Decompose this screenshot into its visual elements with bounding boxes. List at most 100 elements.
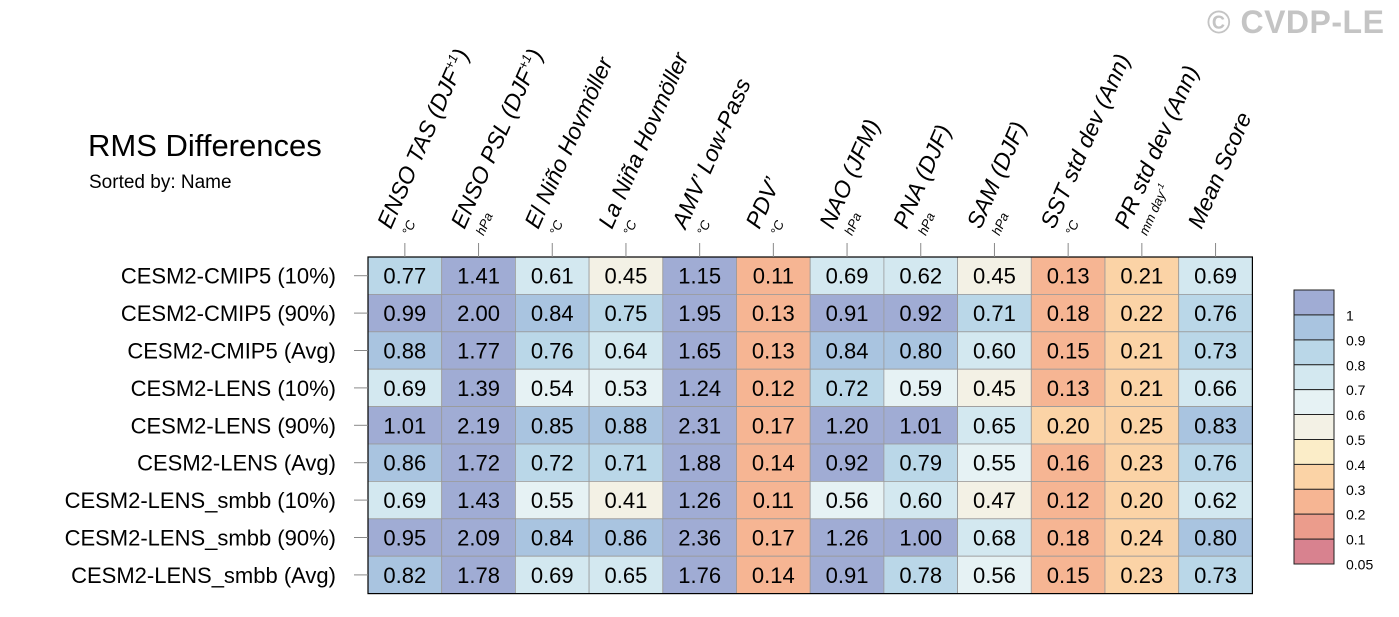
row-label: CESM2-LENS_smbb (90%) [65,526,336,551]
cell-value: 1.95 [678,301,721,326]
heatmap-cell [1030,443,1106,482]
cell-value: 0.45 [973,376,1016,401]
cell-value: 1.39 [457,376,500,401]
cell-value: 0.55 [531,488,574,513]
heatmap-cell [367,293,443,333]
cell-value: 0.99 [383,301,426,326]
cell-value: 0.73 [1194,339,1237,364]
column-unit-label: °C [1062,218,1082,238]
heatmap-cell [1030,331,1106,370]
cell-value: 0.71 [605,451,648,476]
heatmap-cell [809,293,885,333]
heatmap-cell [957,443,1032,482]
cell-value: 0.88 [383,339,426,364]
heatmap-cell [957,518,1032,557]
colorbar-label: 0.5 [1346,432,1366,448]
heatmap-cell [1178,518,1253,557]
colorbar-bin [1293,389,1335,415]
cell-value: 0.72 [826,376,869,401]
row-label: CESM2-CMIP5 (90%) [121,301,336,326]
cell-value: 1.65 [678,339,721,364]
cell-value: 0.66 [1194,376,1237,401]
cell-value: 0.60 [899,488,942,513]
cell-value: 0.21 [1120,376,1163,401]
heatmap-cell [883,555,959,595]
heatmap-cell [662,293,737,333]
cell-value: 0.41 [605,488,648,513]
cell-value: 1.88 [678,451,721,476]
heatmap-cell [736,518,811,557]
cell-value: 0.25 [1120,413,1163,438]
cell-value: 0.73 [1194,563,1237,588]
cell-value: 0.88 [605,413,648,438]
cell-value: 1.24 [678,376,721,401]
cell-value: 0.14 [752,563,795,588]
cell-value: 1.78 [457,563,500,588]
heatmap-cell [588,480,664,520]
cell-value: 0.12 [1047,488,1090,513]
heatmap-cell [588,331,664,370]
heatmap-cell [1030,480,1106,520]
cell-value: 1.41 [457,264,500,289]
chart-subtitle: Sorted by: Name [89,172,232,193]
cell-value: 0.11 [753,488,794,513]
cell-value: 2.00 [457,301,500,326]
cell-value: 0.15 [1047,339,1090,364]
cell-value: 0.80 [899,339,942,364]
cell-value: 0.72 [531,451,574,476]
cell-value: 0.80 [1194,526,1237,551]
cell-value: 0.84 [531,526,574,551]
cell-value: 0.77 [383,264,426,289]
colorbar-bin [1293,339,1335,366]
colorbar-label: 0.7 [1346,382,1366,398]
cell-value: 0.56 [973,563,1016,588]
column-unit-label: °C [694,218,714,238]
heatmap-cell [588,518,664,557]
cell-value: 0.20 [1047,413,1090,438]
cell-value: 0.12 [752,376,795,401]
heatmap-cell [1030,518,1106,557]
cell-value: 0.85 [531,413,574,438]
colorbar-bin [1293,364,1335,390]
heatmap-cell [736,293,811,333]
cell-value: 0.45 [605,264,648,289]
row-label: CESM2-LENS_smbb (Avg) [71,563,336,588]
colorbar-label: 0.8 [1346,357,1366,373]
heatmap-cell [588,406,664,445]
cell-value: 1.76 [678,563,721,588]
heatmap-cell [883,256,959,295]
watermark: © CVDP-LE [1207,4,1385,40]
heatmap-cell [1104,443,1180,482]
heatmap-cell [1104,293,1180,333]
cell-value: 0.68 [973,526,1016,551]
cell-value: 0.69 [826,264,869,289]
row-label: CESM2-LENS (90%) [131,413,336,438]
heatmap-cell [1104,555,1180,595]
cell-value: 0.76 [1194,451,1237,476]
cell-value: 1.15 [678,264,721,289]
cell-value: 2.31 [678,413,721,438]
cell-value: 0.69 [531,563,574,588]
cell-value: 0.91 [826,563,869,588]
cell-value: 1.43 [457,488,500,513]
cell-value: 1.00 [899,526,942,551]
cell-value: 1.77 [457,339,500,364]
cell-value: 0.76 [1194,301,1237,326]
cell-value: 0.71 [973,301,1016,326]
heatmap-cell [1178,406,1253,445]
heatmap-cell [883,406,959,445]
cell-value: 0.17 [752,526,795,551]
colorbar-bin [1293,414,1335,440]
cell-value: 0.13 [1047,264,1090,289]
cell-value: 0.13 [752,339,795,364]
column-label: AMV’ Low-Pass [666,74,756,234]
heatmap-cell [736,368,811,408]
cell-value: 0.64 [605,339,648,364]
cell-value: 0.11 [753,264,794,289]
colorbar-label: 0.1 [1346,532,1366,548]
heatmap-cell [1030,555,1106,595]
column-label-group: PDV’°C [740,173,787,238]
heatmap-cell [1104,368,1180,408]
